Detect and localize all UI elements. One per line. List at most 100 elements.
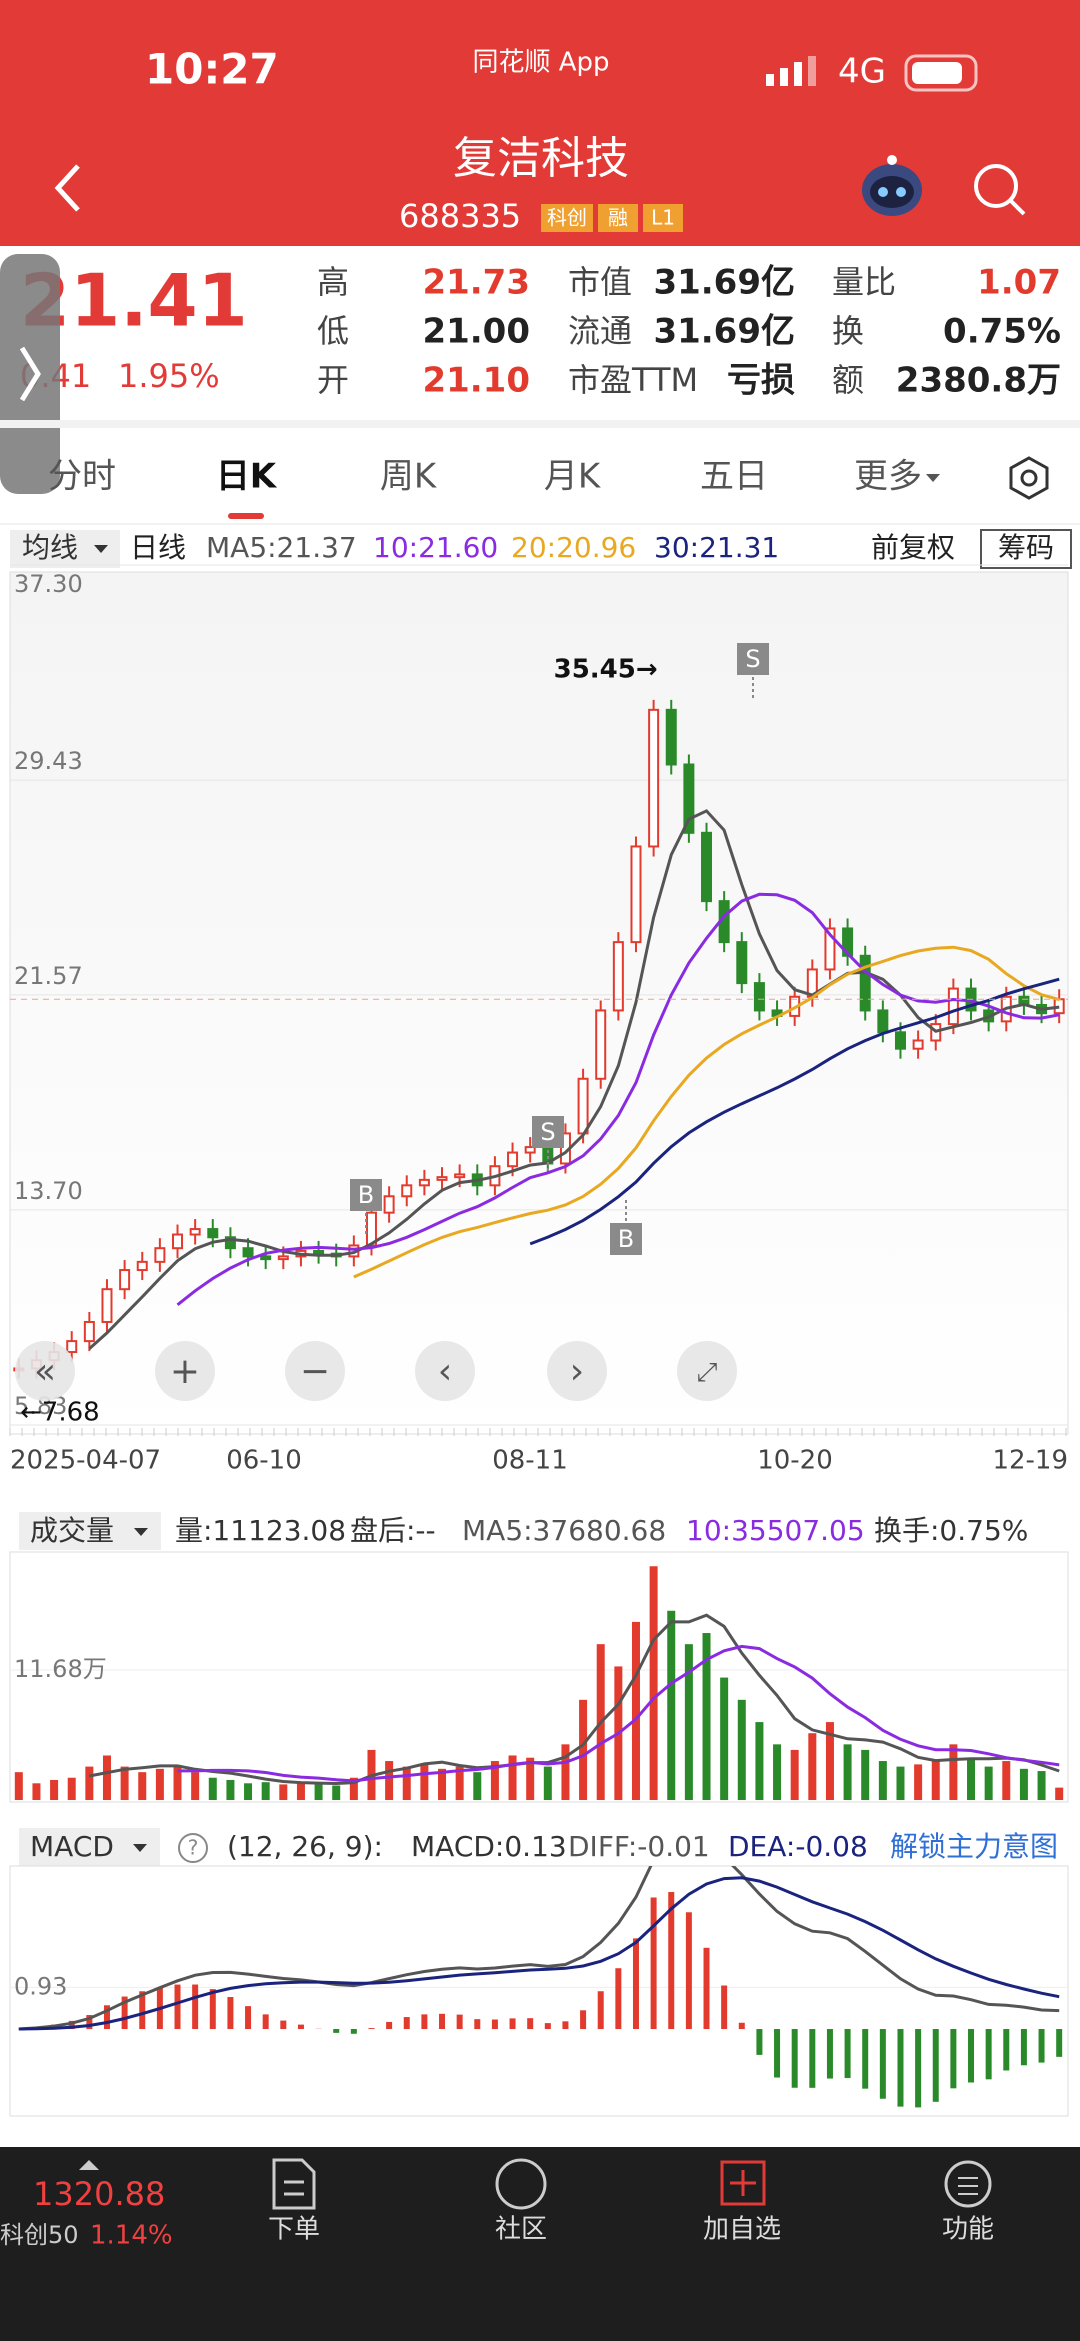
function-icon — [944, 2160, 992, 2208]
control-icon: + — [170, 1351, 200, 1392]
volume-text: 换手:0.75% — [874, 1514, 1028, 1547]
control-button[interactable] — [547, 1341, 607, 1401]
help-circle[interactable] — [178, 1833, 208, 1863]
control-button[interactable] — [155, 1341, 215, 1401]
macd-bar — [791, 2029, 798, 2088]
signal-icon — [766, 56, 816, 86]
tab[interactable]: 五日 — [700, 457, 768, 497]
stat-label: 开 — [317, 361, 349, 399]
stock-code: 688335 — [399, 197, 521, 235]
volume-bar — [349, 1777, 358, 1800]
candle-body — [436, 1176, 448, 1181]
control-button[interactable] — [415, 1341, 475, 1401]
separator — [0, 420, 1080, 428]
nav-item[interactable]: 下单 — [268, 2215, 320, 2245]
tab[interactable]: 分时 — [48, 457, 116, 497]
robot-icon[interactable] — [862, 155, 922, 216]
macd-bar — [703, 1947, 710, 2030]
volume-bar — [244, 1783, 253, 1800]
settings-icon-center — [1020, 469, 1038, 487]
trade-marker-box — [350, 1179, 382, 1211]
volume-bar — [843, 1744, 852, 1800]
candle-body — [842, 927, 854, 957]
macd-text: DEA:-0.08 — [728, 1830, 868, 1863]
y-tick-label: 0.93 — [14, 1972, 67, 2000]
macd-bar — [174, 1984, 181, 2030]
tab[interactable]: 更多 — [854, 457, 922, 497]
chart-controls: « + − ‹ › ⤢ — [15, 1341, 737, 1401]
trade-marker: B — [358, 1181, 374, 1209]
macd-text: MACD:0.13 — [411, 1830, 567, 1863]
volume-bar — [914, 1764, 923, 1800]
control-button[interactable] — [677, 1341, 737, 1401]
volume-bar — [808, 1733, 817, 1800]
tab[interactable]: 周K — [380, 457, 438, 497]
macd-bar — [262, 2014, 269, 2030]
control-button[interactable] — [285, 1341, 345, 1401]
ma-label: 10:21.60 — [373, 531, 498, 564]
volume-bar — [490, 1761, 499, 1800]
side-tab-arrow — [19, 346, 41, 402]
macd-bar — [650, 1897, 657, 2030]
search-icon[interactable] — [974, 164, 1026, 216]
stat-label: 市值 — [568, 263, 632, 301]
tab[interactable]: 月K — [544, 457, 602, 497]
macd-bar — [474, 2019, 481, 2030]
volume-text: 量:11123.08 — [175, 1514, 346, 1547]
nav-item[interactable]: 社区 — [495, 2215, 547, 2245]
back-button[interactable] — [54, 164, 80, 212]
volume-bar — [314, 1782, 323, 1800]
chips-box[interactable] — [980, 529, 1072, 569]
stat-label: 市盈TTM — [568, 361, 698, 399]
volume-bar — [684, 1644, 693, 1800]
bottom-nav — [0, 2147, 1080, 2341]
volume-bar — [208, 1777, 217, 1800]
candle-body — [418, 1178, 430, 1187]
ma-label: 20:20.96 — [511, 531, 636, 564]
stat-label: 流通 — [568, 312, 632, 350]
index-value[interactable]: 1320.88 — [33, 2175, 165, 2213]
candle-body — [66, 1340, 78, 1354]
volume-bar — [773, 1744, 782, 1800]
adjust[interactable]: 前复权 — [871, 531, 955, 564]
side-tab[interactable] — [0, 254, 60, 494]
volume-bar — [138, 1772, 147, 1800]
tab[interactable]: 日K — [216, 457, 278, 497]
macd-bar — [897, 2029, 904, 2107]
macd-bar — [826, 2029, 833, 2079]
trade-marker-box — [532, 1116, 564, 1148]
control-icon: ‹ — [438, 1351, 452, 1392]
index-name: 科创50 — [0, 2221, 79, 2249]
candle-body — [683, 763, 695, 834]
volume-menu[interactable]: 成交量 — [30, 1514, 114, 1547]
nav-item[interactable]: 功能 — [942, 2215, 994, 2245]
volume-bar — [173, 1766, 182, 1800]
volume-bar — [332, 1785, 341, 1800]
control-button[interactable] — [15, 1341, 75, 1401]
index-pct: 1.14% — [90, 2221, 173, 2251]
candle-body — [630, 845, 642, 944]
volume-ma — [89, 1613, 1060, 1786]
stat-label: 量比 — [832, 263, 896, 301]
macd-menu[interactable]: MACD — [30, 1830, 114, 1863]
volume-text: 盘后:-- — [350, 1514, 436, 1547]
macd-bar — [227, 1997, 234, 2030]
ma-label: MA5:21.37 — [206, 531, 357, 564]
macd-text: DIFF:-0.01 — [568, 1830, 710, 1863]
volume-bar — [631, 1621, 640, 1800]
macd-bar — [333, 2029, 340, 2033]
candle-body — [665, 708, 677, 766]
x-tick-label: 12-19 — [992, 1446, 1068, 1476]
unlock-link[interactable]: 解锁主力意图 — [890, 1830, 1058, 1863]
candle-body — [877, 1009, 889, 1034]
candle-body — [224, 1236, 236, 1250]
macd-bar — [280, 2020, 287, 2030]
nav-item[interactable]: 加自选 — [703, 2215, 781, 2245]
ma-menu[interactable]: 均线 — [22, 531, 78, 564]
chips[interactable]: 筹码 — [998, 531, 1054, 564]
macd-bar — [350, 2029, 357, 2034]
x-tick-label: 10-20 — [757, 1446, 833, 1476]
macd-bar — [950, 2029, 957, 2089]
settings-icon[interactable] — [1009, 456, 1049, 500]
